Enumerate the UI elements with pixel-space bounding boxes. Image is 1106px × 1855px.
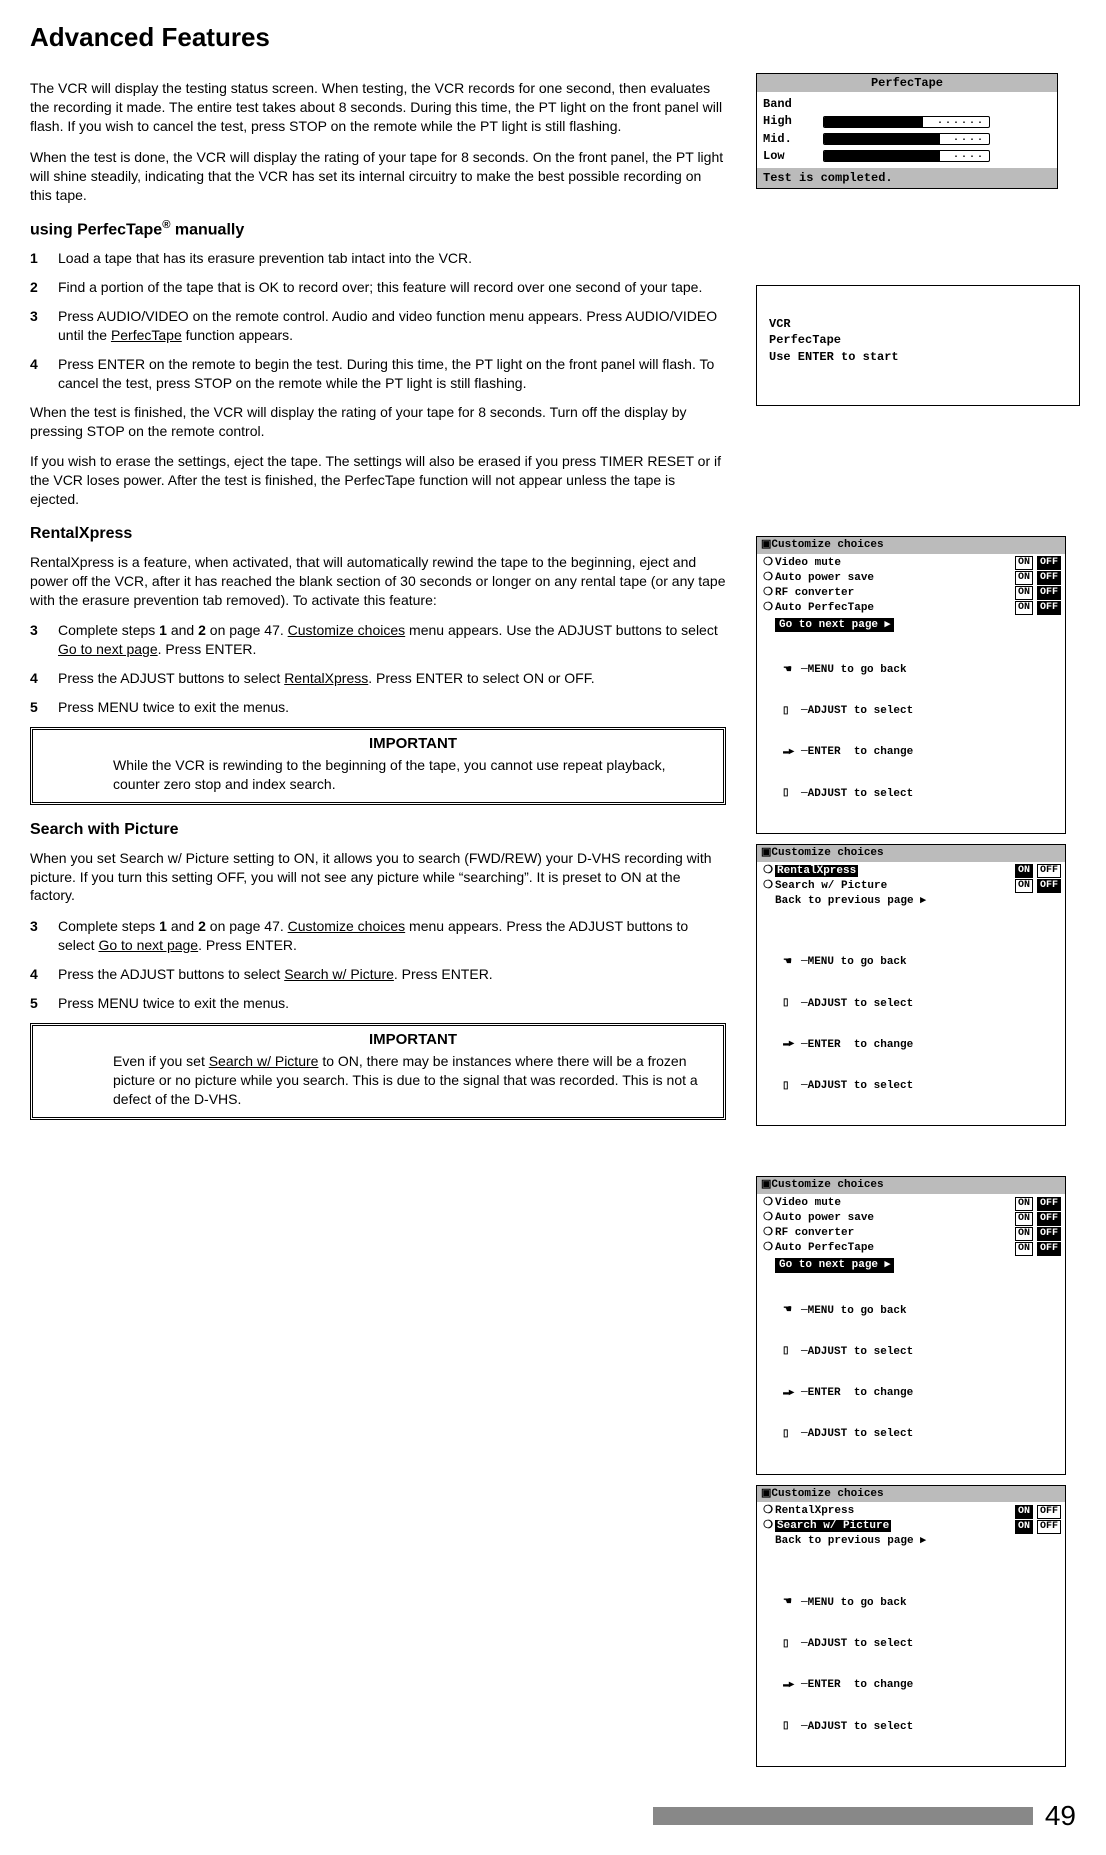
erase-para: If you wish to erase the settings, eject…: [30, 452, 726, 509]
important-box-2: IMPORTANT Even if you set Search w/ Pict…: [30, 1023, 726, 1120]
search-step-3-text: Complete steps 1 and 2 on page 47. Custo…: [58, 917, 726, 955]
menu-3-header: ▣Customize choices: [757, 1177, 1065, 1194]
search-step-4-text: Press the ADJUST buttons to select Searc…: [58, 965, 726, 984]
page-number: 49: [1045, 1797, 1076, 1835]
menu-hints-3: ☚─MENU to go back ▯─ADJUST to select ▬▸─…: [761, 1277, 1061, 1470]
menu-hints-2: ☚─MENU to go back ▯─ADJUST to select ▬▸─…: [761, 929, 1061, 1122]
customize-menu-3: ▣Customize choices ❍Video muteONOFF ❍Aut…: [756, 1176, 1066, 1474]
rental-step-4-num: 4: [30, 669, 58, 688]
step-3-post: function appears.: [182, 327, 293, 343]
menu-4-header: ▣Customize choices: [757, 1486, 1065, 1503]
step-2-text: Find a portion of the tape that is OK to…: [58, 278, 726, 297]
vcr-start-osd: VCR PerfecTape Use ENTER to start: [756, 285, 1080, 406]
search-item-sel: Search w/ Picture: [775, 1520, 891, 1532]
important-title-1: IMPORTANT: [113, 734, 713, 754]
band-label: Band: [763, 96, 823, 112]
footer-bar: [653, 1807, 1033, 1825]
menu-hints-4: ☚─MENU to go back ▯─ADJUST to select ▬▸─…: [761, 1569, 1061, 1762]
rental-step-3-num: 3: [30, 621, 58, 640]
important-text-1: While the VCR is rewinding to the beginn…: [113, 756, 713, 794]
search-step-5-num: 5: [30, 994, 58, 1013]
search-step-4: 4 Press the ADJUST buttons to select Sea…: [30, 965, 726, 984]
search-step-5: 5 Press MENU twice to exit the menus.: [30, 994, 726, 1013]
step-2: 2 Find a portion of the tape that is OK …: [30, 278, 726, 297]
perfectape-footer: Test is completed.: [757, 168, 1057, 188]
rental-step-4-text: Press the ADJUST buttons to select Renta…: [58, 669, 726, 688]
manual-heading: using PerfecTape® manually: [30, 218, 726, 241]
customize-menu-4: ▣Customize choices ❍RentalXpressONOFF ❍S…: [756, 1485, 1066, 1767]
goto-next-1: Go to next page ▸: [775, 618, 894, 633]
step-1-text: Load a tape that has its erasure prevent…: [58, 249, 726, 268]
important-title-2: IMPORTANT: [113, 1030, 713, 1050]
mid-label: Mid.: [763, 131, 823, 147]
rental-step-5-text: Press MENU twice to exit the menus.: [58, 698, 726, 717]
search-step-5-text: Press MENU twice to exit the menus.: [58, 994, 726, 1013]
intro-para-1: The VCR will display the testing status …: [30, 79, 726, 136]
search-heading: Search with Picture: [30, 819, 726, 841]
high-label: High: [763, 113, 823, 129]
search-step-4-num: 4: [30, 965, 58, 984]
customize-menu-1: ▣Customize choices ❍Video muteONOFF ❍Aut…: [756, 536, 1066, 834]
rental-intro: RentalXpress is a feature, when activate…: [30, 553, 726, 610]
search-step-3-num: 3: [30, 917, 58, 936]
search-intro: When you set Search w/ Picture setting t…: [30, 849, 726, 906]
rental-step-3-text: Complete steps 1 and 2 on page 47. Custo…: [58, 621, 726, 659]
step-3-underline: PerfecTape: [111, 327, 182, 343]
menu-hints-1: ☚─MENU to go back ▯─ADJUST to select ▬▸─…: [761, 636, 1061, 829]
osd-column: PerfecTape Band High ...... Mid. .... Lo…: [756, 73, 1076, 1767]
menu-1-header: ▣Customize choices: [757, 537, 1065, 554]
search-step-3: 3 Complete steps 1 and 2 on page 47. Cus…: [30, 917, 726, 955]
low-meter: ....: [823, 150, 990, 162]
high-meter: ......: [823, 116, 990, 128]
main-text-column: The VCR will display the testing status …: [30, 73, 726, 1134]
step-3-text: Press AUDIO/VIDEO on the remote control.…: [58, 307, 726, 345]
step-3-num: 3: [30, 307, 58, 326]
step-3: 3 Press AUDIO/VIDEO on the remote contro…: [30, 307, 726, 345]
important-text-2: Even if you set Search w/ Picture to ON,…: [113, 1052, 713, 1109]
intro-para-2: When the test is done, the VCR will disp…: [30, 148, 726, 205]
perfectape-osd: PerfecTape Band High ...... Mid. .... Lo…: [756, 73, 1058, 189]
low-label: Low: [763, 148, 823, 164]
step-4-text: Press ENTER on the remote to begin the t…: [58, 355, 726, 393]
step-4: 4 Press ENTER on the remote to begin the…: [30, 355, 726, 393]
rental-step-5: 5 Press MENU twice to exit the menus.: [30, 698, 726, 717]
goto-next-3: Go to next page ▸: [775, 1258, 894, 1273]
menu-2-header: ▣Customize choices: [757, 845, 1065, 862]
customize-menu-2: ▣Customize choices ❍RentalXpressONOFF ❍S…: [756, 844, 1066, 1126]
page-footer: 49: [30, 1797, 1076, 1835]
manual-heading-post: manually: [170, 222, 244, 239]
mid-meter: ....: [823, 133, 990, 145]
rental-step-3: 3 Complete steps 1 and 2 on page 47. Cus…: [30, 621, 726, 659]
after-test-para: When the test is finished, the VCR will …: [30, 403, 726, 441]
rental-step-5-num: 5: [30, 698, 58, 717]
perfectape-osd-title: PerfecTape: [757, 74, 1057, 92]
step-1-num: 1: [30, 249, 58, 268]
page-title: Advanced Features: [30, 20, 1076, 55]
important-box-1: IMPORTANT While the VCR is rewinding to …: [30, 727, 726, 805]
step-1: 1 Load a tape that has its erasure preve…: [30, 249, 726, 268]
step-2-num: 2: [30, 278, 58, 297]
rentalxpress-heading: RentalXpress: [30, 523, 726, 545]
manual-heading-pre: using PerfecTape: [30, 222, 162, 239]
rental-item-sel: RentalXpress: [775, 865, 858, 877]
rental-step-4: 4 Press the ADJUST buttons to select Ren…: [30, 669, 726, 688]
step-4-num: 4: [30, 355, 58, 374]
